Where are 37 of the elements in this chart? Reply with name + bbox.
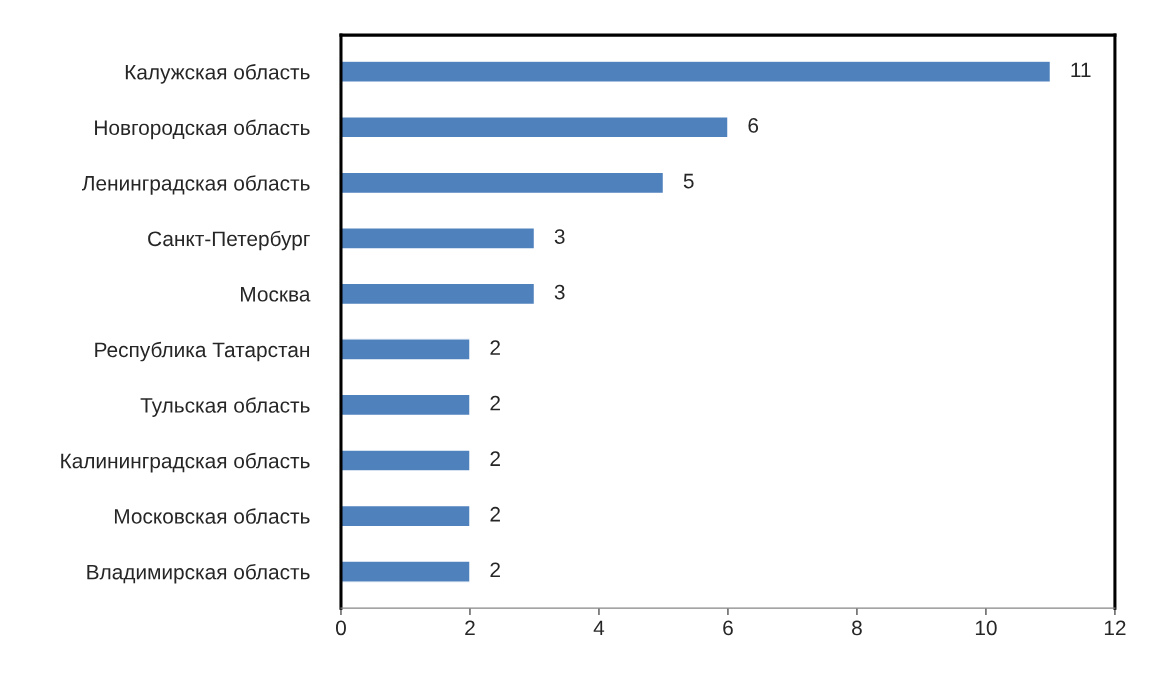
y-tick-label: Московская область bbox=[114, 508, 310, 524]
x-tick-label: 10 bbox=[975, 620, 997, 636]
bar bbox=[340, 115, 729, 139]
data-label: 2 bbox=[490, 562, 500, 577]
bar bbox=[340, 504, 471, 528]
bar bbox=[340, 338, 471, 361]
data-label: 2 bbox=[490, 340, 500, 355]
y-tick-label: Новгородская область bbox=[95, 119, 310, 140]
y-tick-label: Санкт-Петербург bbox=[148, 230, 310, 251]
x-tick-label: 4 bbox=[593, 620, 605, 636]
bar bbox=[340, 449, 471, 472]
data-label: 3 bbox=[554, 229, 565, 244]
y-tick-label: Ленинградская область bbox=[81, 175, 310, 195]
data-label: 2 bbox=[490, 451, 500, 466]
y-tick-label: Калужская область bbox=[125, 64, 310, 84]
y-tick-label: Владимирская область bbox=[87, 563, 310, 584]
bar bbox=[340, 393, 471, 417]
data-label: 6 bbox=[748, 118, 759, 133]
y-tick-label: Тульская область bbox=[140, 397, 310, 417]
x-tick-label: 12 bbox=[1104, 620, 1126, 636]
bar bbox=[340, 282, 536, 306]
bar bbox=[340, 60, 1052, 83]
data-label: 11 bbox=[1071, 62, 1091, 78]
x-tick-label: 6 bbox=[723, 620, 733, 636]
bar bbox=[340, 227, 536, 250]
bar bbox=[340, 171, 665, 195]
bar bbox=[340, 560, 471, 583]
x-tick-label: 2 bbox=[465, 620, 475, 636]
data-label: 3 bbox=[554, 284, 565, 300]
x-tick-label: 0 bbox=[336, 620, 346, 636]
data-label: 2 bbox=[490, 506, 500, 522]
data-label: 5 bbox=[683, 173, 694, 189]
y-tick-label: Республика Татарстан bbox=[95, 341, 309, 362]
data-label: 2 bbox=[490, 395, 500, 411]
x-tick-label: 8 bbox=[852, 620, 862, 636]
y-tick-label: Калининградская область bbox=[61, 452, 310, 473]
y-tick-label: Москва bbox=[241, 287, 311, 302]
